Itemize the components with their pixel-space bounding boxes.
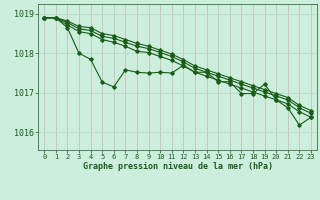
X-axis label: Graphe pression niveau de la mer (hPa): Graphe pression niveau de la mer (hPa) [83,162,273,171]
